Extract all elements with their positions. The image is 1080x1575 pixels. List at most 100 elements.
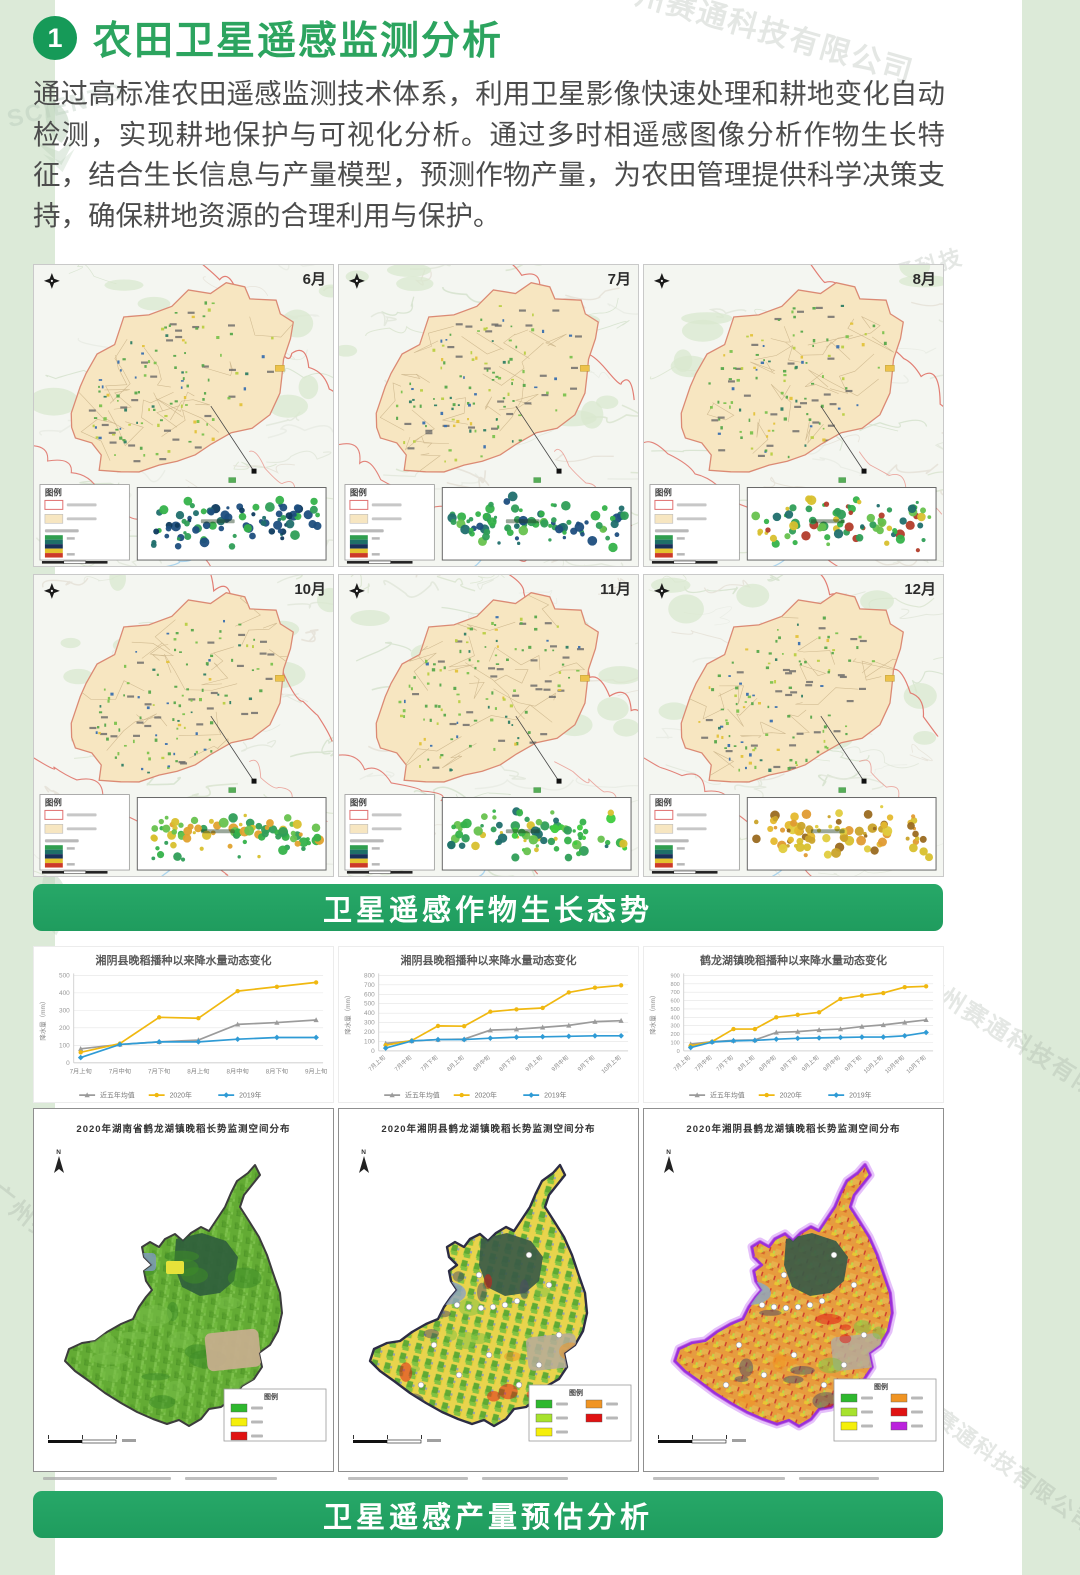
satellite-map: 图例 <box>34 265 333 566</box>
yield-map-title: 2020年湘阴县鹤龙湖镇晚稻长势监测空间分布 <box>381 1124 596 1135</box>
svg-text:8月中旬: 8月中旬 <box>471 1053 492 1073</box>
yield-map-row: 2020年湖南省鹤龙湖镇晚稻长势监测空间分布 N 图例 2020年湘阴县鹤龙湖镇晚… <box>33 1108 944 1485</box>
svg-text:N: N <box>56 1149 61 1156</box>
map-month-label: 8月 <box>912 271 936 288</box>
satellite-map-grid: 图例 6月 图例 7月 图例 8月 图例 10月 图例 11月 图例 12月 <box>33 264 944 877</box>
yield-estimation-banner: 卫星遥感产量预估分析 <box>33 1491 943 1538</box>
svg-text:10月上旬: 10月上旬 <box>600 1053 623 1075</box>
yield-map-panel-2: 2020年湘阴县鹤龙湖镇晚稻长势监测空间分布 N 图例 <box>338 1108 639 1472</box>
svg-text:200: 200 <box>364 1029 375 1036</box>
svg-text:400: 400 <box>364 1010 375 1017</box>
svg-text:图例: 图例 <box>350 487 367 497</box>
svg-text:近五年均值: 近五年均值 <box>710 1091 745 1100</box>
svg-text:500: 500 <box>59 972 70 979</box>
svg-text:800: 800 <box>670 982 679 988</box>
svg-text:8月上旬: 8月上旬 <box>187 1067 209 1076</box>
map-month-label: 12月 <box>904 581 936 598</box>
svg-text:10月中旬: 10月中旬 <box>883 1053 906 1075</box>
svg-text:7月下旬: 7月下旬 <box>419 1053 440 1073</box>
yield-map: N 图例 <box>48 1149 327 1444</box>
svg-text:2019年: 2019年 <box>544 1091 566 1100</box>
page-title: 农田卫星遥感监测分析 <box>93 20 504 63</box>
yield-map-title: 2020年湘阴县鹤龙湖镇晚稻长势监测空间分布 <box>686 1124 901 1135</box>
svg-text:7月中旬: 7月中旬 <box>693 1053 714 1073</box>
svg-text:700: 700 <box>364 982 375 989</box>
svg-text:图例: 图例 <box>264 1392 278 1401</box>
svg-text:600: 600 <box>670 999 679 1005</box>
precipitation-chart-xiangyin-1: 湘阴县晚稻播种以来降水量动态变化 0 100 200 300 400 500 7月上旬 7月中… <box>33 946 334 1103</box>
satellite-map-panel-jul: 图例 7月 <box>338 264 639 567</box>
svg-text:降水量（mm）: 降水量（mm） <box>343 992 352 1035</box>
satellite-map-panel-aug: 图例 8月 <box>643 264 944 567</box>
svg-text:400: 400 <box>670 1015 679 1021</box>
svg-text:N: N <box>361 1149 366 1156</box>
svg-text:8月中旬: 8月中旬 <box>757 1053 778 1073</box>
svg-text:100: 100 <box>59 1042 70 1049</box>
satellite-map: 图例 <box>644 265 943 566</box>
satellite-map-panel-jun: 图例 6月 <box>33 264 334 567</box>
svg-text:300: 300 <box>364 1020 375 1027</box>
svg-text:500: 500 <box>670 1007 679 1013</box>
yield-estimation-banner-label: 卫星遥感产量预估分析 <box>322 1501 653 1534</box>
svg-text:图例: 图例 <box>655 487 672 497</box>
svg-text:2019年: 2019年 <box>239 1091 261 1100</box>
satellite-map-panel-dec: 图例 12月 <box>643 574 944 877</box>
line-chart: 0 100 200 300 400 500 600 700 800 900 7月上旬 7月中旬 7月下旬… <box>648 973 934 1100</box>
svg-text:7月中旬: 7月中旬 <box>393 1053 414 1073</box>
section-number-badge: 1 <box>33 16 77 60</box>
svg-text:8月下旬: 8月下旬 <box>778 1053 799 1073</box>
line-chart: 0 100 200 300 400 500 7月上旬 7月中旬 7月下旬 8月上旬 8月中旬 8月下旬… <box>38 972 327 1100</box>
svg-text:900: 900 <box>670 973 679 979</box>
svg-text:2019年: 2019年 <box>849 1091 871 1100</box>
satellite-map: 图例 <box>339 575 638 876</box>
svg-text:图例: 图例 <box>874 1382 888 1391</box>
yield-map-cell: 2020年湘阴县鹤龙湖镇晚稻长势监测空间分布 N 图例 <box>643 1108 944 1485</box>
yield-map-title: 2020年湖南省鹤龙湖镇晚稻长势监测空间分布 <box>76 1124 291 1135</box>
svg-text:9月中旬: 9月中旬 <box>550 1053 571 1073</box>
svg-text:0: 0 <box>371 1048 375 1055</box>
map-month-label: 6月 <box>302 271 326 288</box>
svg-text:100: 100 <box>364 1038 375 1045</box>
svg-text:400: 400 <box>59 990 70 997</box>
satellite-map-panel-nov: 图例 11月 <box>338 574 639 877</box>
chart-title: 湘阴县晚稻播种以来降水量动态变化 <box>400 955 577 967</box>
svg-text:8月上旬: 8月上旬 <box>445 1053 466 1073</box>
svg-text:0: 0 <box>677 1049 680 1055</box>
svg-text:7月上旬: 7月上旬 <box>671 1053 692 1073</box>
svg-text:9月中旬: 9月中旬 <box>821 1053 842 1073</box>
map-caption <box>33 1472 334 1485</box>
map-month-label: 11月 <box>600 581 631 598</box>
yield-map-panel-1: 2020年湖南省鹤龙湖镇晚稻长势监测空间分布 N 图例 <box>33 1108 334 1472</box>
precipitation-chart-xiangyin-2: 湘阴县晚稻播种以来降水量动态变化 0 100 200 300 400 500 600 700 8… <box>338 946 639 1103</box>
svg-text:200: 200 <box>59 1025 70 1032</box>
svg-text:9月下旬: 9月下旬 <box>576 1053 597 1073</box>
svg-text:10月下旬: 10月下旬 <box>905 1053 928 1075</box>
svg-text:100: 100 <box>670 1040 679 1046</box>
svg-text:300: 300 <box>59 1007 70 1014</box>
svg-text:8月上旬: 8月上旬 <box>736 1053 757 1073</box>
svg-text:200: 200 <box>670 1032 679 1038</box>
svg-text:7月下旬: 7月下旬 <box>714 1053 735 1073</box>
line-chart: 0 100 200 300 400 500 600 700 800 7月上旬 7月中旬 7月下旬 8月上… <box>343 972 629 1100</box>
yield-map: N 图例 <box>658 1149 937 1444</box>
svg-text:2020年: 2020年 <box>780 1091 802 1100</box>
satellite-map-panel-oct: 图例 10月 <box>33 574 334 877</box>
yield-map-panel-3: 2020年湘阴县鹤龙湖镇晚稻长势监测空间分布 N 图例 <box>643 1108 944 1472</box>
yield-map: N 图例 <box>353 1149 632 1444</box>
map-caption <box>338 1472 639 1485</box>
satellite-map: 图例 <box>644 575 943 876</box>
svg-text:9月上旬: 9月上旬 <box>800 1053 821 1073</box>
section-header: 1 农田卫星遥感监测分析 <box>33 10 503 66</box>
svg-text:近五年均值: 近五年均值 <box>405 1091 440 1100</box>
yield-map-cell: 2020年湖南省鹤龙湖镇晚稻长势监测空间分布 N 图例 <box>33 1108 334 1485</box>
growth-trend-banner: 卫星遥感作物生长态势 <box>33 884 943 931</box>
svg-text:7月上旬: 7月上旬 <box>70 1067 92 1076</box>
svg-text:图例: 图例 <box>45 487 62 497</box>
svg-text:10月上旬: 10月上旬 <box>862 1053 885 1075</box>
svg-text:800: 800 <box>364 972 375 979</box>
map-month-label: 10月 <box>294 581 326 598</box>
svg-text:降水量（mm）: 降水量（mm） <box>648 992 657 1035</box>
svg-text:8月中旬: 8月中旬 <box>227 1067 249 1076</box>
yield-map-cell: 2020年湘阴县鹤龙湖镇晚稻长势监测空间分布 N 图例 <box>338 1108 639 1485</box>
